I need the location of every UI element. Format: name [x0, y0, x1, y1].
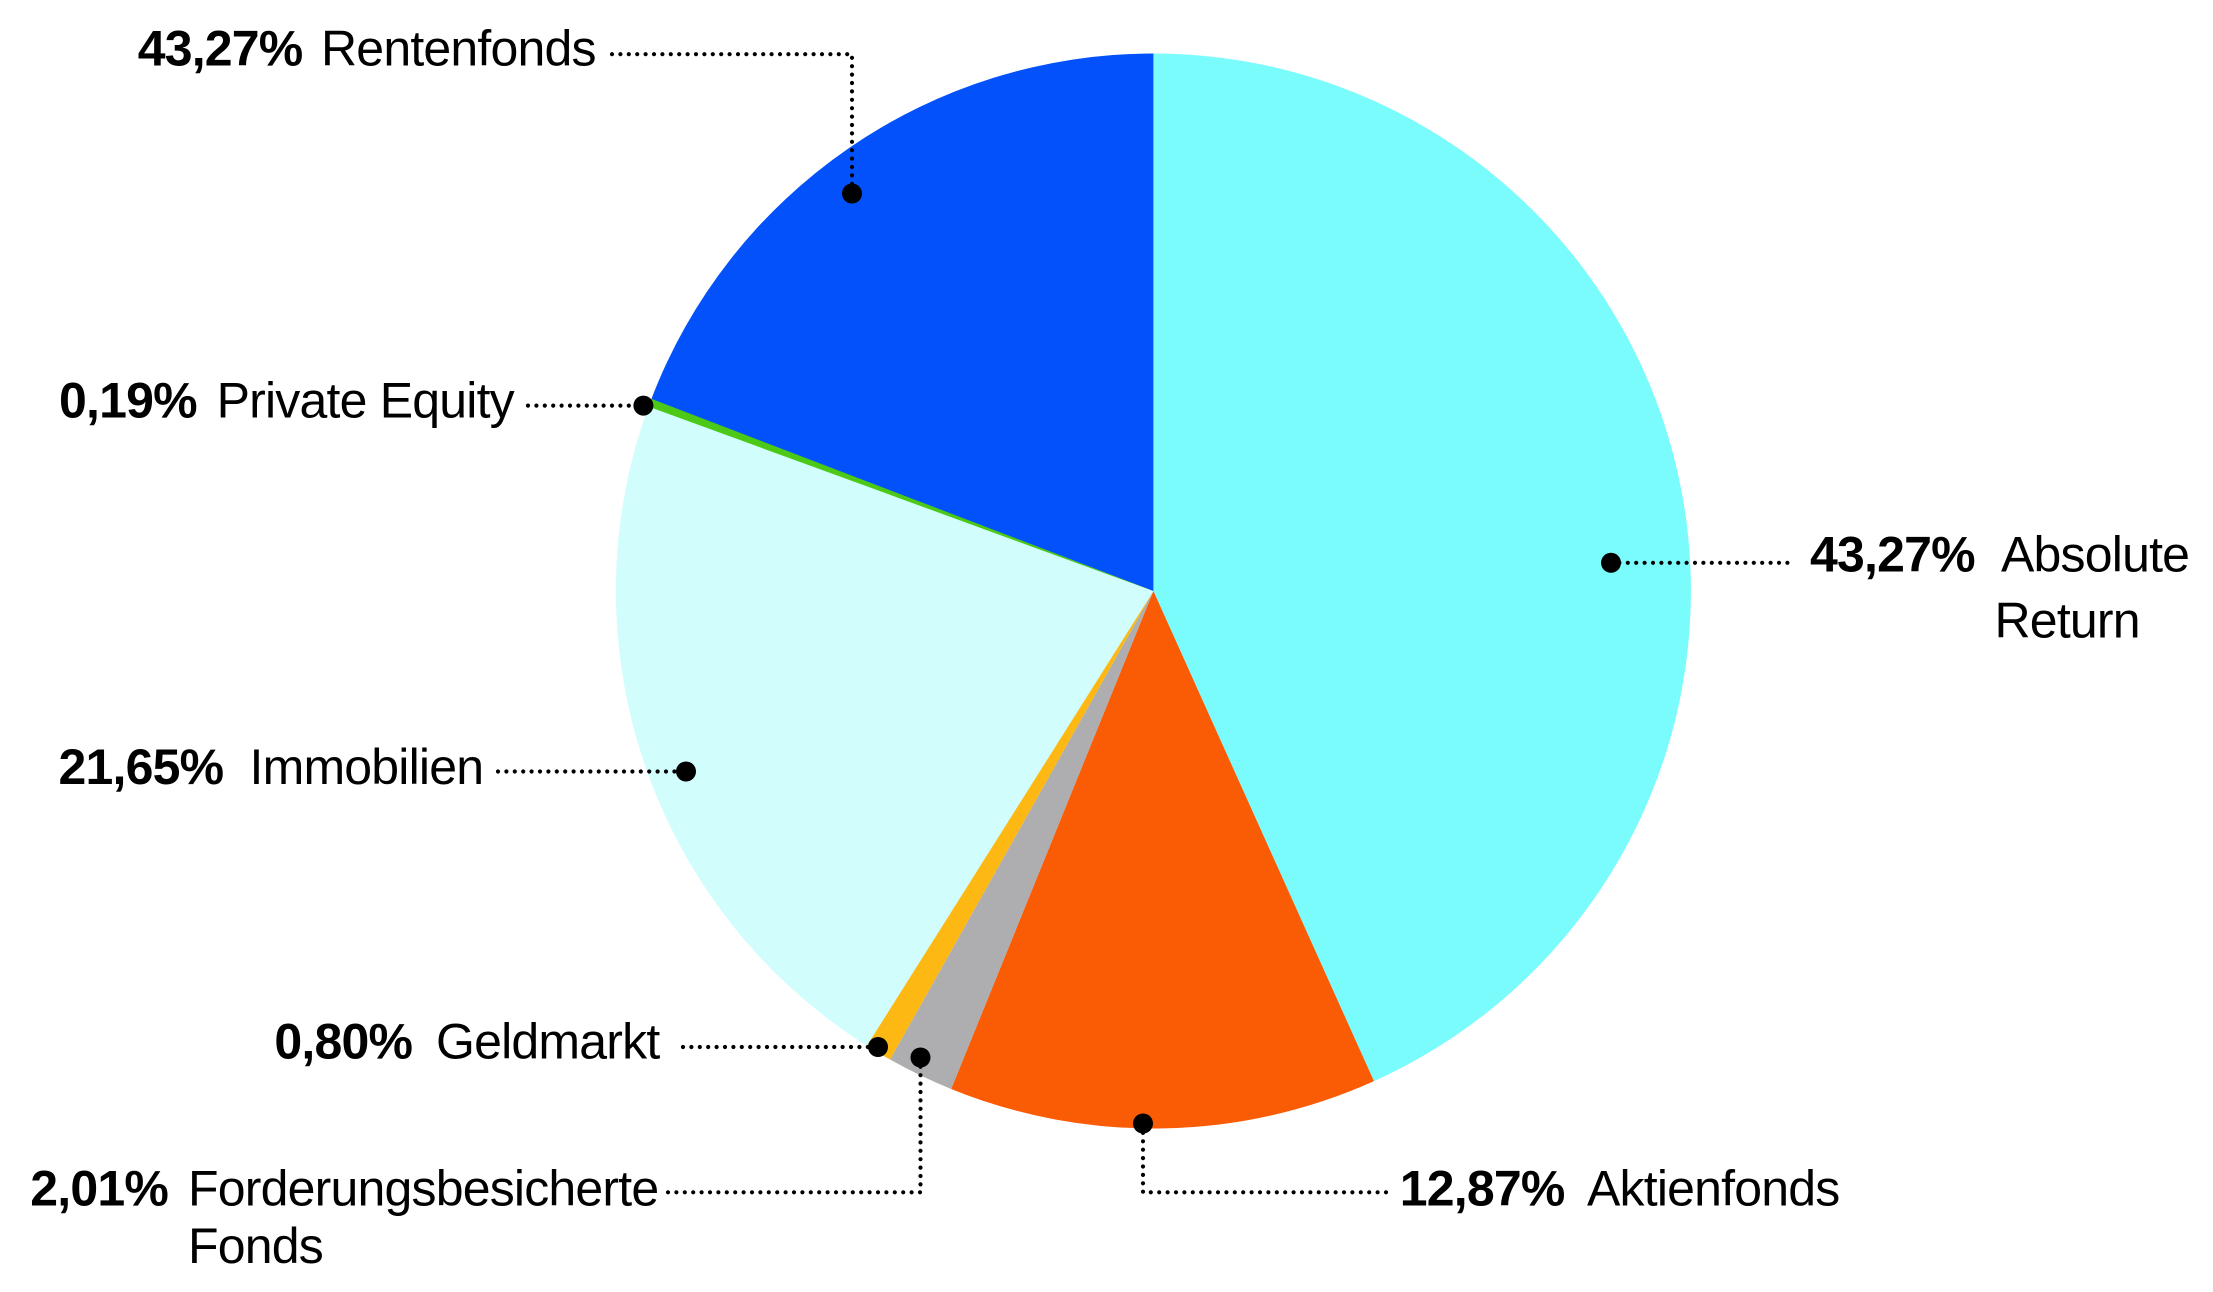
svg-text:2,01%: 2,01%: [30, 1161, 168, 1217]
svg-text:12,87%: 12,87%: [1400, 1161, 1565, 1217]
svg-text:43,27%: 43,27%: [138, 20, 303, 76]
svg-text:Aktienfonds: Aktienfonds: [1587, 1161, 1839, 1217]
svg-text:Absolute: Absolute: [2001, 527, 2189, 583]
svg-text:Rentenfonds: Rentenfonds: [321, 20, 596, 76]
svg-text:Forderungsbesicherte: Forderungsbesicherte: [188, 1161, 658, 1217]
svg-text:Return: Return: [1995, 592, 2140, 648]
svg-text:21,65%: 21,65%: [59, 739, 224, 795]
svg-text:0,19%: 0,19%: [59, 373, 197, 429]
svg-text:Geldmarkt: Geldmarkt: [436, 1014, 660, 1070]
svg-text:Private Equity: Private Equity: [217, 373, 515, 429]
svg-text:43,27%: 43,27%: [1810, 527, 1975, 583]
svg-text:0,80%: 0,80%: [274, 1014, 412, 1070]
svg-text:Immobilien: Immobilien: [250, 739, 484, 795]
svg-text:Fonds: Fonds: [188, 1218, 323, 1274]
